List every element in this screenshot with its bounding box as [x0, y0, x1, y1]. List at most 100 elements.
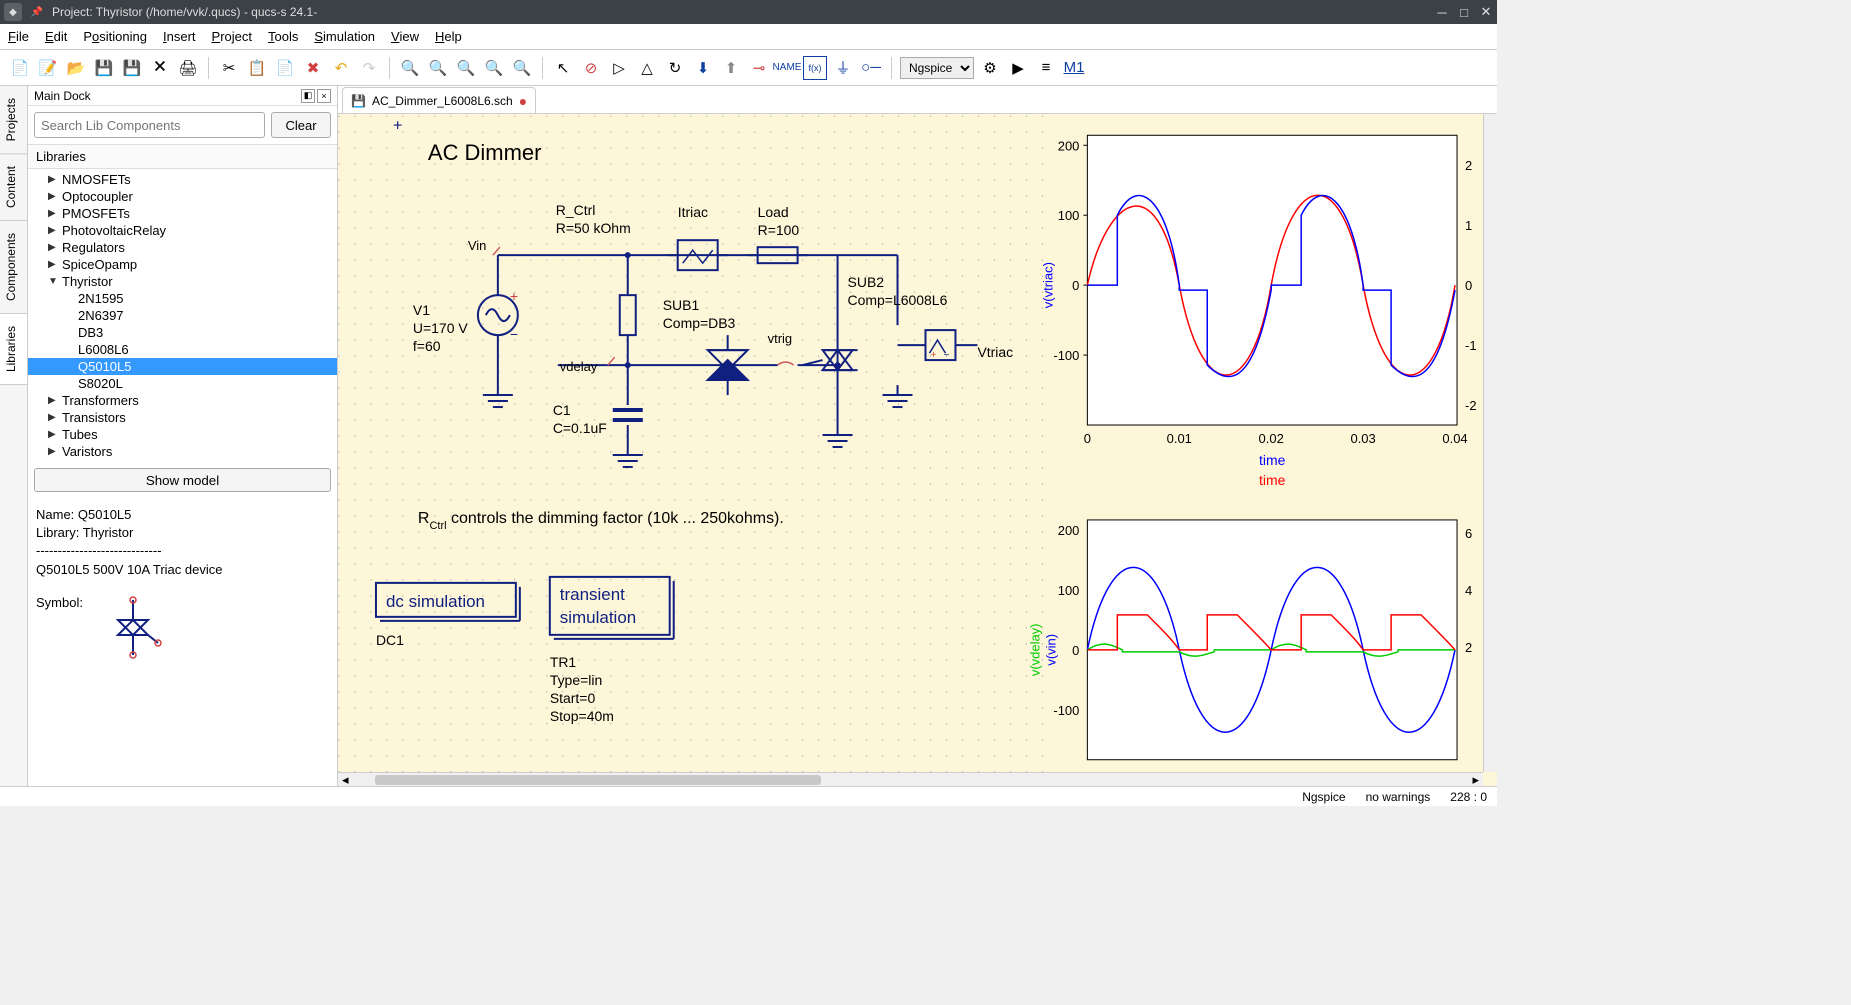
tree-item-nmosfets[interactable]: ▶ NMOSFETs [28, 171, 337, 188]
search-input[interactable] [34, 112, 265, 138]
tree-item-label: NMOSFETs [62, 172, 131, 187]
menu-view[interactable]: View [391, 29, 419, 44]
menu-edit[interactable]: Edit [45, 29, 67, 44]
arrow-down-icon[interactable]: ⬇ [691, 56, 715, 80]
cut-icon[interactable]: ✂ [217, 56, 241, 80]
tree-item-spiceopamp[interactable]: ▶SpiceOpamp [28, 256, 337, 273]
label-icon[interactable]: NAME [775, 56, 799, 80]
menu-insert[interactable]: Insert [163, 29, 196, 44]
minimize-button[interactable]: ─ [1435, 5, 1449, 19]
simulator-select[interactable]: Ngspice [900, 57, 974, 79]
copy-icon[interactable]: 📋 [245, 56, 269, 80]
tree-item-2n6397[interactable]: 2N6397 [28, 307, 337, 324]
side-tab-libraries[interactable]: Libraries [0, 314, 27, 385]
show-model-button[interactable]: Show model [34, 468, 331, 492]
svg-text:0.03: 0.03 [1350, 431, 1375, 446]
port-icon[interactable]: ○─ [859, 56, 883, 80]
tree-item-label: Tubes [62, 427, 98, 442]
save-all-icon[interactable]: 💾 [120, 56, 144, 80]
clear-button[interactable]: Clear [271, 112, 331, 138]
close-button[interactable]: ✕ [1479, 5, 1493, 19]
menu-help[interactable]: Help [435, 29, 462, 44]
side-tab-projects[interactable]: Projects [0, 86, 27, 154]
horizontal-scrollbar[interactable]: ◂ ▸ [338, 772, 1483, 786]
save-icon[interactable]: 💾 [92, 56, 116, 80]
delete-icon[interactable]: ✖ [301, 56, 325, 80]
tree-item-transformers[interactable]: ▶Transformers [28, 392, 337, 409]
status-coords: 228 : 0 [1450, 790, 1487, 804]
file-tab[interactable]: 💾 AC_Dimmer_L6008L6.sch ● [342, 87, 536, 113]
menu-positioning[interactable]: Positioning [83, 29, 147, 44]
close-file-icon[interactable]: 🗙 [148, 56, 172, 80]
app-pin-icon[interactable]: 📌 [28, 3, 46, 21]
zoom-sel-icon[interactable]: 🔍 [454, 56, 478, 80]
mirror-h-icon[interactable]: ▷ [607, 56, 631, 80]
marker-icon[interactable]: M1 [1062, 56, 1086, 80]
new-icon[interactable]: 📄 [8, 56, 32, 80]
tree-arrow-icon[interactable]: ▶ [48, 191, 58, 202]
no-select-icon[interactable]: ⊘ [579, 56, 603, 80]
side-tab-components[interactable]: Components [0, 221, 27, 314]
tree-item-photovoltaicrelay[interactable]: ▶ PhotovoltaicRelay [28, 222, 337, 239]
tree-item-transistors[interactable]: ▶Transistors [28, 409, 337, 426]
tree-arrow-icon[interactable]: ▶ [48, 259, 58, 270]
rotate-icon[interactable]: ↻ [663, 56, 687, 80]
undo-icon[interactable]: ↶ [329, 56, 353, 80]
tree-item-tubes[interactable]: ▶ Tubes [28, 426, 337, 443]
schematic-canvas[interactable]: AC Dimmer + [338, 114, 1497, 786]
svg-text:−: − [510, 326, 518, 342]
zoom-in-icon[interactable]: 🔍 [482, 56, 506, 80]
ground-icon[interactable]: ⏚ [831, 56, 855, 80]
wire-icon[interactable]: ⊸ [747, 56, 771, 80]
tree-arrow-icon[interactable]: ▶ [48, 446, 58, 457]
close-tab-icon[interactable]: ● [519, 93, 527, 109]
menu-project[interactable]: Project [212, 29, 252, 44]
tree-arrow-icon[interactable]: ▶ [48, 412, 58, 423]
gear-icon[interactable]: ⚙ [978, 56, 1002, 80]
zoom-100-icon[interactable]: 🔍 [426, 56, 450, 80]
svg-text:R=50 kOhm: R=50 kOhm [556, 220, 631, 236]
menu-simulation[interactable]: Simulation [314, 29, 375, 44]
tree-item-optocoupler[interactable]: ▶Optocoupler [28, 188, 337, 205]
tree-arrow-icon[interactable]: ▶ [48, 429, 58, 440]
zoom-out-icon[interactable]: 🔍 [510, 56, 534, 80]
tree-arrow-icon[interactable]: ▼ [48, 276, 58, 287]
menu-file[interactable]: File [8, 29, 29, 44]
maximize-button[interactable]: □ [1457, 5, 1471, 19]
mirror-v-icon[interactable]: △ [635, 56, 659, 80]
library-tree[interactable]: ▶NMOSFETs▶Optocoupler▶PMOSFETs▶Photovolt… [28, 169, 337, 462]
tune-icon[interactable]: ≡ [1034, 56, 1058, 80]
tree-arrow-icon[interactable]: ▶ [48, 208, 58, 219]
side-tab-content[interactable]: Content [0, 154, 27, 221]
tree-item-varistors[interactable]: ▶Varistors [28, 443, 337, 460]
sim-icon[interactable]: ▶ [1006, 56, 1030, 80]
pointer-icon[interactable]: ↖ [551, 56, 575, 80]
redo-icon[interactable]: ↷ [357, 56, 381, 80]
tree-item-s8020l[interactable]: S8020L [28, 375, 337, 392]
tree-item-q5010l5[interactable]: Q5010L5 [28, 358, 337, 375]
zoom-fit-icon[interactable]: 🔍 [398, 56, 422, 80]
tree-arrow-icon[interactable]: ▶ [48, 395, 58, 406]
tree-item-thyristor[interactable]: ▼Thyristor [28, 273, 337, 290]
vertical-scrollbar[interactable] [1483, 114, 1497, 772]
tree-arrow-icon[interactable]: ▶ [48, 174, 58, 185]
tree-item-label: PhotovoltaicRelay [62, 223, 166, 238]
tree-arrow-icon[interactable]: ▶ [48, 225, 58, 236]
print-icon[interactable]: 🖨 [176, 56, 200, 80]
tree-item-regulators[interactable]: ▶Regulators [28, 239, 337, 256]
equation-icon[interactable]: f(x) [803, 56, 827, 80]
tree-arrow-icon[interactable]: ▶ [48, 242, 58, 253]
menu-tools[interactable]: Tools [268, 29, 298, 44]
dock-close-button[interactable]: × [317, 89, 331, 103]
svg-text:-1: -1 [1465, 338, 1477, 353]
tree-item-2n1595[interactable]: 2N1595 [28, 290, 337, 307]
dock-float-button[interactable]: ◧ [301, 89, 315, 103]
tree-item-l6008l6[interactable]: L6008L6 [28, 341, 337, 358]
tree-item-pmosfets[interactable]: ▶PMOSFETs [28, 205, 337, 222]
tree-item-db3[interactable]: DB3 [28, 324, 337, 341]
open-icon[interactable]: 📂 [64, 56, 88, 80]
new-text-icon[interactable]: 📝 [36, 56, 60, 80]
paste-icon[interactable]: 📄 [273, 56, 297, 80]
arrow-up-icon[interactable]: ⬆ [719, 56, 743, 80]
info-description: Q5010L5 500V 10A Triac device [36, 561, 329, 579]
